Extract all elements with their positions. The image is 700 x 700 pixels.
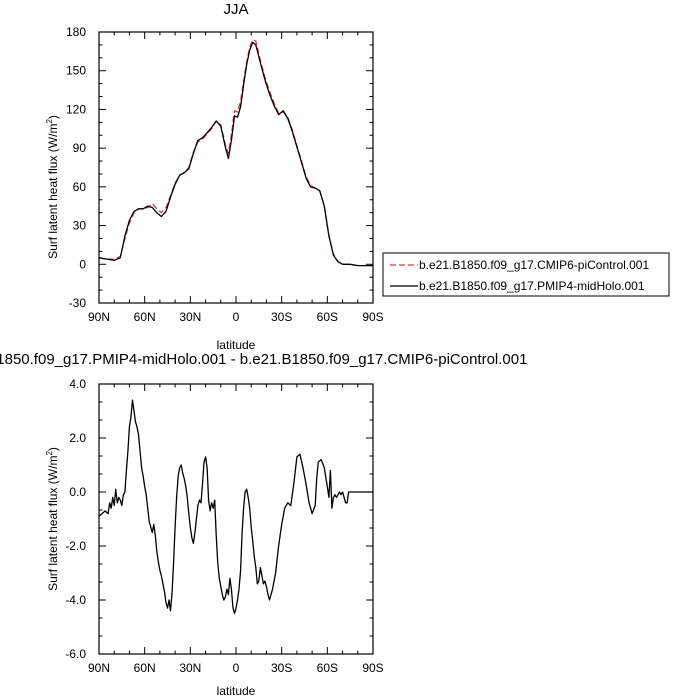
legend: b.e21.B1850.f09_g17.CMIP6-piControl.001 … xyxy=(382,252,670,297)
x-tick-label: 90N xyxy=(88,310,110,324)
x-tick-label: 0 xyxy=(233,661,240,675)
y-tick-label: -6.0 xyxy=(65,647,86,661)
x-tick-label: 90S xyxy=(362,310,383,324)
x-tick-label: 90S xyxy=(362,661,383,675)
x-tick-label: 30N xyxy=(179,310,201,324)
x-tick-label: 30S xyxy=(271,661,292,675)
chart-title-difference: b.e21.B1850.f09_g17.PMIP4-midHolo.001 - … xyxy=(0,351,527,368)
x-tick-label: 30S xyxy=(271,310,292,324)
y-tick-label: 30 xyxy=(73,219,87,233)
x-axis-title: latitude xyxy=(217,338,256,352)
y-tick-label: 60 xyxy=(73,180,87,194)
x-tick-label: 60S xyxy=(317,661,338,675)
chart-jja-latent-heat-flux: JJA 90N 60N 30N 0 30S 60S 90S -30 0 30 60 90 120 150… xyxy=(45,1,384,352)
y-tick-label: -4.0 xyxy=(65,593,86,607)
plot-frame xyxy=(98,383,374,655)
y-tick-label: 150 xyxy=(66,64,86,78)
legend-box xyxy=(382,252,670,297)
legend-label-midholo: b.e21.B1850.f09_g17.PMIP4-midHolo.001 xyxy=(419,279,645,293)
plot-frame xyxy=(98,31,374,304)
x-axis-title: latitude xyxy=(217,684,256,698)
y-tick-label: -2.0 xyxy=(65,539,86,553)
series-line-1 xyxy=(98,41,373,267)
y-axis-title: Surf latent heat flux (W/m2) xyxy=(45,447,60,591)
x-tick-label: 60S xyxy=(317,310,338,324)
y-tick-label: 180 xyxy=(66,25,86,39)
legend-label-picontrol: b.e21.B1850.f09_g17.CMIP6-piControl.001 xyxy=(419,258,649,272)
x-tick-label: 60N xyxy=(134,310,156,324)
x-tick-label: 30N xyxy=(179,661,201,675)
y-tick-label: 0 xyxy=(79,257,86,271)
x-tick-label: 60N xyxy=(134,661,156,675)
y-tick-label: -30 xyxy=(69,296,87,310)
chart-difference-latent-heat-flux: b.e21.B1850.f09_g17.PMIP4-midHolo.001 - … xyxy=(0,351,527,698)
y-tick-label: 120 xyxy=(66,102,86,116)
series-line-0 xyxy=(98,399,373,615)
y-tick-label: 90 xyxy=(73,141,87,155)
chart-title: JJA xyxy=(223,1,248,18)
series-line-0 xyxy=(98,39,373,267)
y-axis-title: Surf latent heat flux (W/m2) xyxy=(45,115,60,259)
y-tick-label: 4.0 xyxy=(69,377,86,391)
x-tick-label: 0 xyxy=(233,310,240,324)
y-tick-label: 0.0 xyxy=(69,485,86,499)
y-tick-label: 2.0 xyxy=(69,431,86,445)
x-tick-label: 90N xyxy=(88,661,110,675)
